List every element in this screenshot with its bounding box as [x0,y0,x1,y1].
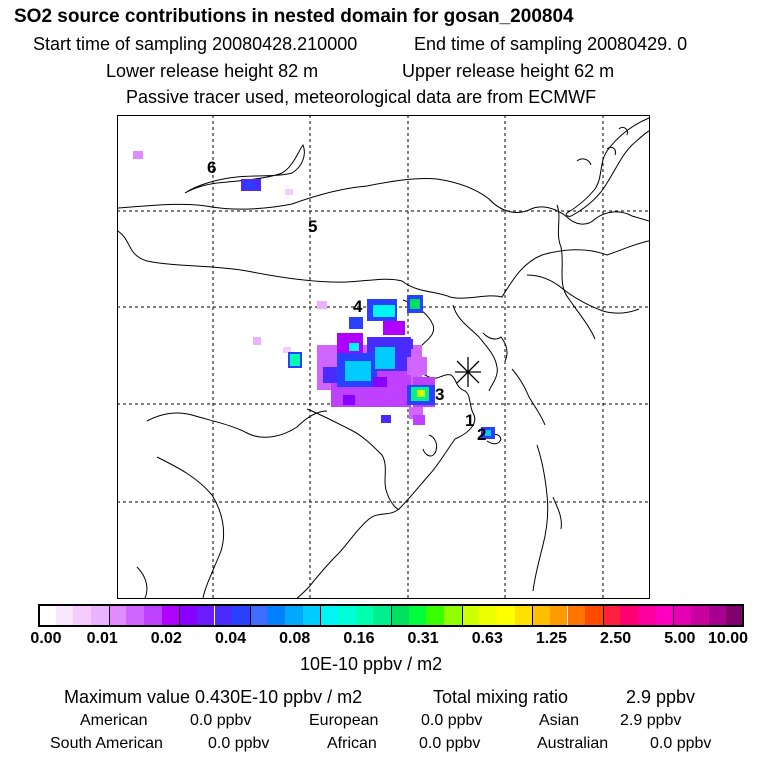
colorbar-swatch [673,604,692,626]
colorbar-tick-label: 10.00 [707,630,749,647]
colorbar-swatch [461,604,480,626]
colorbar-swatch [496,604,515,626]
chart-title: SO2 source contributions in nested domai… [14,6,574,27]
colorbar-swatch [567,604,586,626]
region-value-south-american: 0.0 ppbv [208,735,270,752]
region-value-australian: 0.0 ppbv [650,735,712,752]
region-name-asian: Asian [539,712,580,729]
region-value-european: 0.0 ppbv [421,712,483,729]
lower-release-height: Lower release height 82 m [106,61,319,81]
concentration-field [133,151,495,439]
colorbar-tick-label: 0.01 [86,630,118,647]
colorbar-frame [38,604,744,627]
colorbar-swatch [90,604,109,626]
region-name-south-american: South American [50,735,163,752]
colorbar-swatch [479,604,497,626]
max-value-label: Maximum value 0.430E-10 ppbv / m2 [64,687,363,707]
colorbar-tick-label: 0.08 [279,630,311,647]
colorbar-swatch [585,604,603,626]
colorbar-swatch [726,604,744,626]
end-time-label: End time of sampling 20080429. 0 [414,34,688,54]
colorbar-swatch [655,604,674,626]
region-name-australian: Australian [537,735,609,752]
colorbar-swatch [249,604,268,626]
region-name-european: European [309,712,379,729]
colorbar-tick-label: 0.31 [407,630,439,647]
region-value-american: 0.0 ppbv [190,712,252,729]
colorbar-unit: 10E-10 ppbv / m2 [300,654,443,674]
source-label-4: 4 [353,297,363,316]
colorbar-swatch [549,604,568,626]
colorbar-tick-label: 0.16 [343,630,375,647]
colorbar-tick-label: 1.25 [535,630,568,647]
colorbar-swatch [373,604,391,626]
colorbar-swatch [443,604,462,626]
upper-release-height: Upper release height 62 m [402,61,615,81]
colorbar-tick-label: 2.50 [600,630,632,647]
total-mixing-label: Total mixing ratio [433,687,569,707]
source-label-3: 3 [435,385,444,404]
region-name-american: American [80,712,148,729]
colorbar-swatch [232,604,250,626]
colorbar-swatch [302,604,321,626]
colorbar-swatch [602,604,621,626]
colorbar-tick-label: 0.02 [150,630,182,647]
colorbar-swatch [179,604,197,626]
colorbar-swatch [55,604,74,626]
colorbar-swatch [338,604,356,626]
colorbar-swatch [196,604,215,626]
region-value-asian: 2.9 ppbv [620,712,682,729]
colorbar-swatch [126,604,144,626]
total-mixing-value: 2.9 ppbv [626,687,696,707]
colorbar-swatch [143,604,162,626]
region-value-african: 0.0 ppbv [419,735,481,752]
colorbar-swatch [391,604,409,626]
colorbar-swatch [108,604,127,626]
region-name-african: African [327,735,377,752]
colorbar-swatch [620,604,639,626]
colorbar-tick-label: 0.63 [471,630,503,647]
colorbar-swatch [514,604,533,626]
colorbar-swatch [708,604,727,626]
colorbar-tick-label: 5.00 [664,630,696,647]
colorbar-swatch [691,604,709,626]
colorbar-swatch [161,604,180,626]
colorbar-swatch [355,604,374,626]
map-panel: 6 5 4 3 1 2 [117,115,650,599]
colorbar-swatch [426,604,444,626]
source-label-1: 1 [465,411,474,430]
start-time-label: Start time of sampling 20080428.210000 [33,34,358,54]
colorbar-swatch [73,604,91,626]
colorbar-swatch [285,604,303,626]
receptor-marker [455,357,481,387]
source-label-2: 2 [477,425,486,444]
colorbar-swatch [214,604,233,626]
colorbar-swatch [638,604,656,626]
tracer-note: Passive tracer used, meteorological data… [126,87,597,107]
colorbar-tick-label: 0.04 [214,630,247,647]
coastlines [117,117,650,599]
source-label-5: 5 [308,217,317,236]
colorbar-swatch [532,604,550,626]
source-label-6: 6 [207,158,216,177]
colorbar-tick-label: 0.00 [30,630,62,647]
colorbar-swatch [320,604,339,626]
colorbar-swatch [408,604,427,626]
colorbar-swatch [267,604,286,626]
